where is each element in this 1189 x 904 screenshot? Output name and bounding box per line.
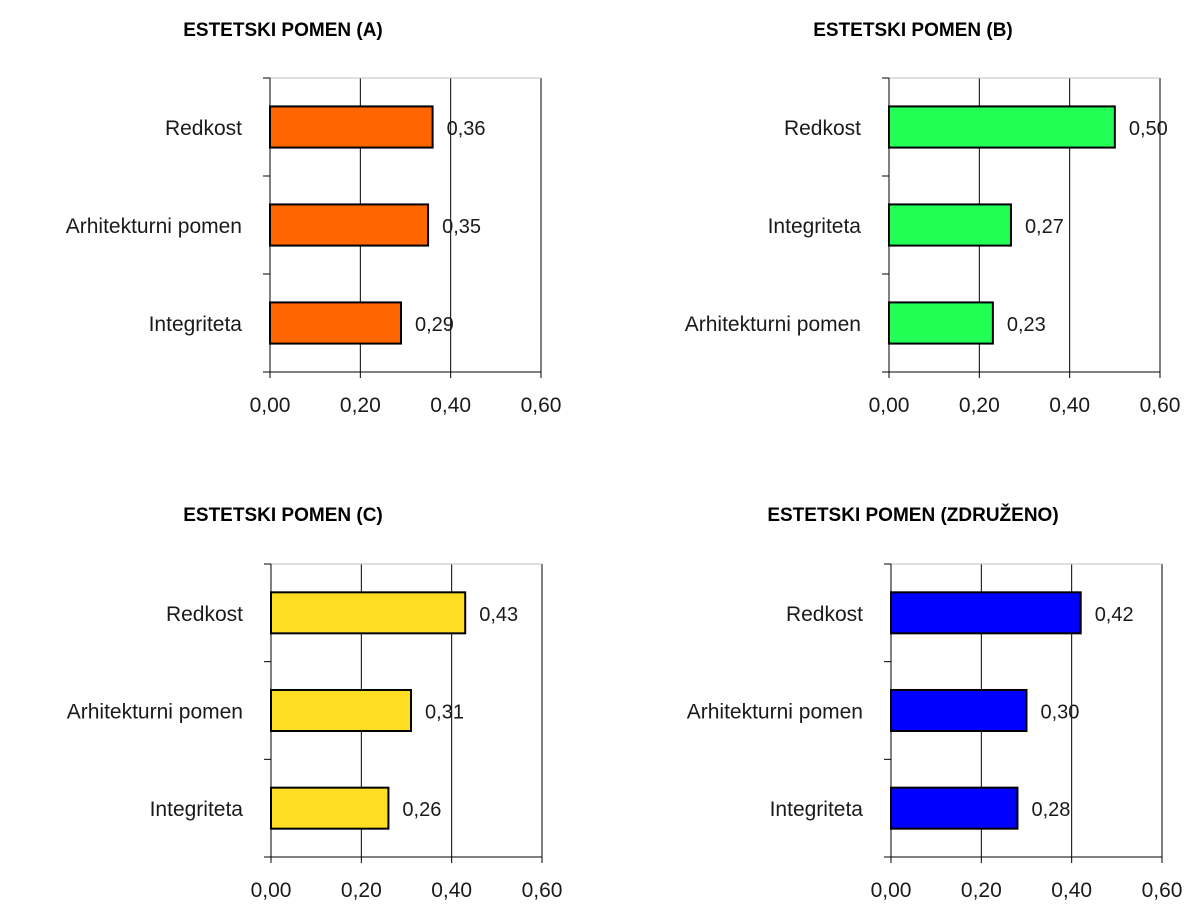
bar [888, 105, 1116, 149]
data-label: 0,29 [415, 314, 454, 336]
x-tick-label: 0,40 [1049, 394, 1090, 417]
data-label: 0,27 [1025, 216, 1064, 238]
chart-panel-3: ESTETSKI POMEN (ZDRUŽENO) 0,00 0,20 0,40 0,6… [687, 504, 1183, 902]
category-label: Integriteta [770, 798, 864, 821]
data-label: 0,31 [425, 702, 464, 724]
chart-title: ESTETSKI POMEN (ZDRUŽENO) [767, 504, 1058, 526]
bar [270, 786, 390, 830]
x-tick-label: 0,20 [341, 879, 382, 902]
x-tick-label: 0,00 [869, 394, 910, 417]
category-label: Integriteta [149, 313, 243, 336]
data-label: 0,36 [447, 118, 486, 140]
data-label: 0,50 [1129, 118, 1168, 140]
bar [890, 786, 1019, 830]
chart-title: ESTETSKI POMEN (B) [813, 20, 1013, 41]
x-tick-label: 0,00 [871, 879, 912, 902]
chart-panel-1: ESTETSKI POMEN (B) 0,00 0,20 0,40 0,60 Redkos… [685, 20, 1181, 417]
data-label: 0,23 [1007, 314, 1046, 336]
x-tick-label: 0,20 [959, 394, 1000, 417]
bar [270, 688, 413, 733]
chart-panel-0: ESTETSKI POMEN (A) 0,00 0,20 0,40 0,60 Redkos… [66, 20, 562, 417]
chart-panel-2: ESTETSKI POMEN (C) 0,00 0,20 0,40 0,60 Redkos… [67, 505, 563, 902]
x-tick-label: 0,40 [431, 879, 472, 902]
category-label: Arhitekturni pomen [66, 215, 242, 238]
category-label: Integriteta [150, 798, 244, 821]
x-tick-label: 0,60 [521, 394, 562, 417]
x-tick-label: 0,20 [961, 879, 1002, 902]
category-label: Arhitekturni pomen [685, 313, 861, 336]
data-label: 0,43 [479, 604, 518, 626]
data-label: 0,42 [1095, 604, 1134, 626]
category-label: Arhitekturni pomen [67, 701, 243, 724]
category-label: Redkost [165, 117, 242, 140]
bar [269, 105, 434, 149]
chart-title: ESTETSKI POMEN (A) [183, 20, 383, 41]
category-label: Integriteta [768, 215, 862, 238]
bar [890, 688, 1028, 733]
bar [888, 203, 1012, 247]
x-tick-label: 0,60 [1140, 394, 1181, 417]
bar [270, 591, 467, 635]
x-tick-label: 0,40 [1051, 879, 1092, 902]
category-label: Arhitekturni pomen [687, 701, 863, 724]
x-tick-label: 0,40 [430, 394, 471, 417]
x-tick-label: 0,20 [340, 394, 381, 417]
bar [269, 203, 430, 247]
x-tick-label: 0,60 [522, 879, 563, 902]
x-tick-label: 0,00 [250, 394, 291, 417]
data-label: 0,35 [442, 216, 481, 238]
x-tick-label: 0,60 [1142, 879, 1183, 902]
bar [890, 591, 1082, 635]
bar [888, 301, 994, 345]
data-label: 0,28 [1031, 799, 1070, 821]
category-label: Redkost [786, 603, 863, 626]
data-label: 0,26 [402, 799, 441, 821]
bar [269, 301, 402, 345]
category-label: Redkost [784, 117, 861, 140]
category-label: Redkost [166, 603, 243, 626]
chart-title: ESTETSKI POMEN (C) [183, 505, 383, 526]
data-label: 0,30 [1041, 702, 1080, 724]
x-tick-label: 0,00 [251, 879, 292, 902]
